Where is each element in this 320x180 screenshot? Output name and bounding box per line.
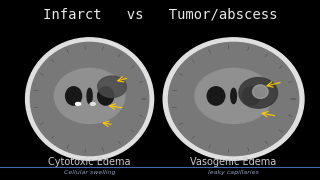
Text: Infarct   vs   Tumor/abscess: Infarct vs Tumor/abscess	[43, 7, 277, 21]
Ellipse shape	[243, 87, 260, 105]
Text: Cytotoxic Edema: Cytotoxic Edema	[48, 157, 131, 167]
Ellipse shape	[26, 38, 154, 160]
Ellipse shape	[87, 88, 92, 104]
Ellipse shape	[231, 88, 236, 104]
Ellipse shape	[239, 78, 278, 108]
Ellipse shape	[30, 42, 149, 156]
Text: Cellular swelling: Cellular swelling	[64, 170, 115, 175]
Ellipse shape	[98, 87, 114, 105]
Circle shape	[90, 102, 95, 105]
Ellipse shape	[195, 68, 272, 123]
Ellipse shape	[66, 87, 82, 105]
Ellipse shape	[163, 38, 304, 160]
Ellipse shape	[168, 42, 299, 156]
Circle shape	[76, 102, 81, 105]
Ellipse shape	[252, 85, 268, 98]
Ellipse shape	[54, 68, 125, 123]
Ellipse shape	[207, 87, 225, 105]
Text: Vasogenic Edema: Vasogenic Edema	[190, 157, 277, 167]
Text: leaky capillaries: leaky capillaries	[208, 170, 259, 175]
Ellipse shape	[98, 76, 126, 98]
